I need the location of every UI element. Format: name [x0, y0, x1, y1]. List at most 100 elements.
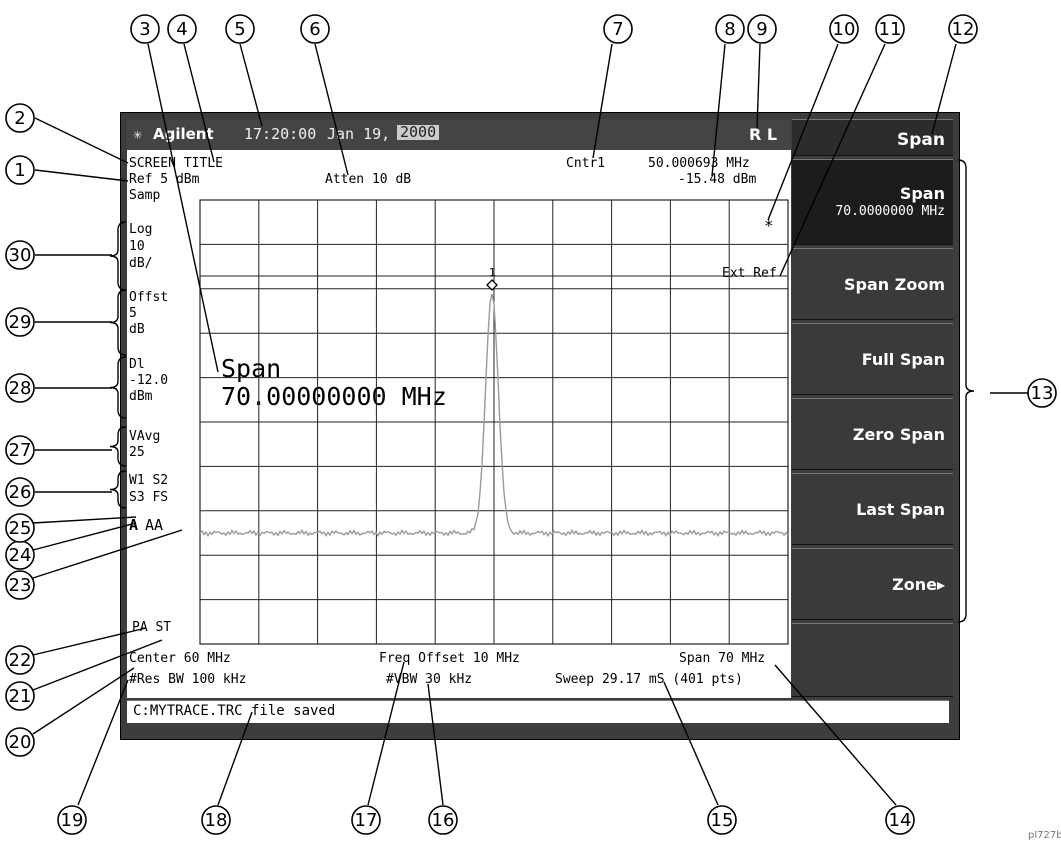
- bracket-trace-status: [109, 470, 127, 509]
- marker-label: Cntr1: [566, 156, 606, 171]
- callout-leader: [767, 43, 839, 221]
- callout-number: 8: [724, 19, 735, 40]
- callout-leader: [34, 169, 129, 182]
- softkey-blank[interactable]: [792, 623, 953, 697]
- softkey-span-zoom-label: Span Zoom: [844, 275, 945, 294]
- bracket-scale: [109, 221, 127, 291]
- callout-circle: [5, 373, 35, 403]
- callout-number: 27: [9, 440, 32, 461]
- offset-unit: dB: [129, 322, 145, 337]
- callout-circle: [715, 14, 745, 44]
- callout-circle: [5, 240, 35, 270]
- softkey-full-span-label: Full Span: [861, 350, 945, 369]
- callout-number: 24: [9, 545, 32, 566]
- softkey-zero-span-label: Zero Span: [852, 425, 945, 444]
- callout-leader: [32, 522, 137, 551]
- callout-circle: [603, 14, 633, 44]
- reference-level: Ref 5 dBm: [129, 172, 200, 187]
- callout-30: 30: [5, 240, 112, 270]
- callout-9: 9: [747, 14, 777, 129]
- softkey-zero-span[interactable]: Zero Span: [792, 398, 953, 470]
- softkey-span-value: 70.0000000 MHz: [835, 204, 945, 219]
- frequency-offset: Freq Offset 10 MHz: [379, 651, 520, 666]
- scale-type: Log: [129, 222, 153, 237]
- attenuation: Atten 10 dB: [325, 172, 412, 187]
- callout-8: 8: [711, 14, 745, 177]
- callout-number: 13: [1031, 383, 1054, 404]
- callout-number: 7: [612, 19, 623, 40]
- callout-number: 28: [9, 378, 32, 399]
- center-frequency: Center 60 MHz: [129, 651, 231, 666]
- callout-number: 9: [756, 19, 767, 40]
- callout-18: 18: [201, 711, 253, 835]
- softkey-full-span[interactable]: Full Span: [792, 323, 953, 395]
- callout-leader: [931, 43, 957, 135]
- callout-17: 17: [351, 661, 405, 835]
- callout-number: 5: [234, 19, 245, 40]
- callout-1: 1: [5, 155, 129, 185]
- callout-number: 19: [61, 810, 84, 831]
- callout-circle: [167, 14, 197, 44]
- callout-number: 3: [139, 19, 150, 40]
- callout-number: 21: [9, 686, 32, 707]
- callout-circle: [948, 14, 978, 44]
- spectrum-trace: [199, 293, 789, 538]
- callout-19: 19: [57, 679, 129, 835]
- preamp-status: PA ST: [132, 620, 172, 635]
- marker-diamond-icon: [486, 279, 498, 291]
- invalid-data-indicator: *: [764, 216, 774, 235]
- span-value: Span 70 MHz: [679, 651, 766, 666]
- trace-status-line2: S3 FS: [129, 490, 169, 505]
- marker-frequency: 50.000693 MHz: [648, 156, 750, 171]
- callout-leader: [427, 683, 444, 806]
- callout-leader: [183, 43, 215, 163]
- callout-circle: [5, 645, 35, 675]
- callout-circle: [225, 14, 255, 44]
- marker-number: 1: [489, 266, 496, 279]
- callout-leader: [34, 117, 129, 164]
- callout-leader: [314, 43, 349, 176]
- callout-leader: [32, 516, 137, 524]
- callout-4: 4: [167, 14, 215, 163]
- callout-leader: [147, 43, 219, 373]
- callout-5: 5: [225, 14, 263, 127]
- callout-leader: [32, 627, 147, 656]
- callout-leader: [367, 661, 405, 806]
- status-line: C:MYTRACE.TRC file saved: [127, 700, 949, 723]
- callout-3: 3: [130, 14, 219, 373]
- aa-indicator: AA: [145, 516, 164, 534]
- marker-amplitude: -15.48 dBm: [678, 172, 757, 187]
- callout-leader: [239, 43, 263, 127]
- callout-leader: [217, 711, 253, 806]
- callout-number: 6: [309, 19, 320, 40]
- callout-circle: [5, 155, 35, 185]
- callout-2: 2: [5, 103, 129, 164]
- softkey-last-span[interactable]: Last Span: [792, 473, 953, 545]
- scale-value: 10: [129, 239, 145, 254]
- measurement-screen: [127, 150, 791, 698]
- sweep-time: Sweep 29.17 mS (401 pts): [555, 672, 743, 687]
- softkey-zone[interactable]: Zone▸: [792, 548, 953, 620]
- softkey-menu-title-label: Span: [897, 130, 945, 150]
- callout-number: 14: [889, 810, 912, 831]
- callout-circle: [428, 805, 458, 835]
- title-bar: ✳ Agilent 17:20:00 Jan 19, 2000 R L: [127, 119, 791, 150]
- clock-time: 17:20:00: [244, 125, 317, 143]
- callout-number: 26: [9, 482, 32, 503]
- callout-circle: [201, 805, 231, 835]
- status-message: C:MYTRACE.TRC file saved: [133, 703, 336, 719]
- softkey-span[interactable]: Span 70.0000000 MHz: [792, 159, 953, 245]
- softkey-span-zoom[interactable]: Span Zoom: [792, 248, 953, 320]
- display-line-value: -12.0: [129, 373, 169, 388]
- callout-number: 25: [9, 518, 32, 539]
- trace-status-line1: W1 S2: [129, 473, 169, 488]
- callout-22: 22: [5, 627, 147, 675]
- callout-7: 7: [592, 14, 633, 159]
- callout-number: 23: [9, 575, 32, 596]
- callout-29: 29: [5, 307, 112, 337]
- scale-unit: dB/: [129, 256, 153, 271]
- callout-24: 24: [5, 522, 137, 570]
- display-line-unit: dBm: [129, 389, 153, 404]
